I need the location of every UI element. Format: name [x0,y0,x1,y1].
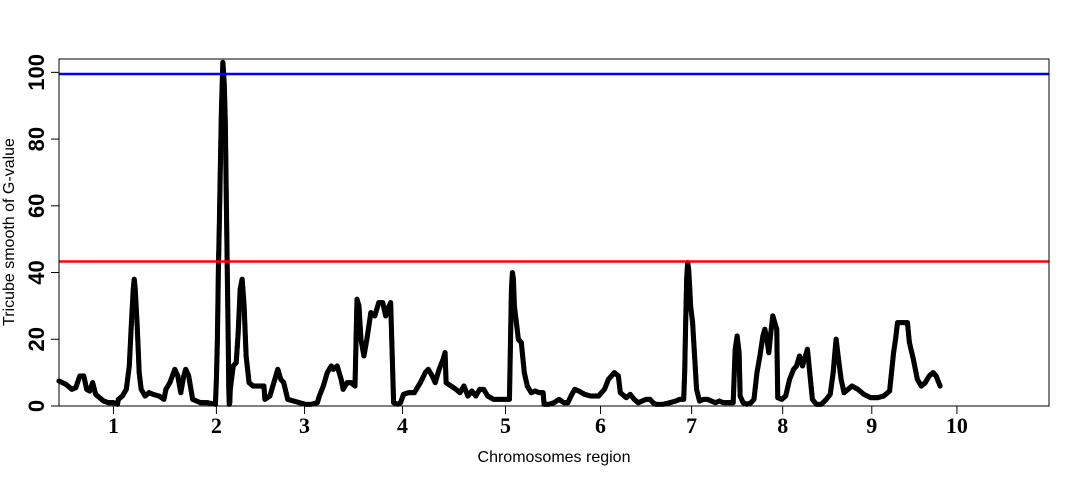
x-tick-label: 9 [866,413,877,438]
x-tick-label: 6 [595,413,606,438]
x-tick-label: 4 [397,413,408,438]
y-tick-label: 60 [24,194,49,218]
x-tick-label: 3 [299,413,310,438]
x-tick-label: 5 [500,413,511,438]
x-axis-label: Chromosomes region [478,449,631,466]
threshold-lines [59,72,1049,263]
y-axis: 0 20 40 60 80 100 [24,54,60,412]
x-tick-label: 8 [777,413,788,438]
series-points [56,59,943,407]
plot-area [56,59,943,407]
y-tick-label: 80 [24,127,49,151]
data-point [937,383,943,389]
x-tick-label: 2 [211,413,222,438]
x-tick-label: 7 [686,413,697,438]
x-tick-label: 1 [108,413,119,438]
x-axis: 1 2 3 4 5 6 7 8 9 10 [108,405,968,438]
y-tick-label: 0 [24,400,49,412]
x-tick-label: 10 [946,413,968,438]
y-tick-label: 100 [24,54,49,91]
y-tick-label: 20 [24,327,49,351]
y-tick-label: 40 [24,260,49,284]
y-axis-label: Tricube smooth of G-value [1,138,18,326]
